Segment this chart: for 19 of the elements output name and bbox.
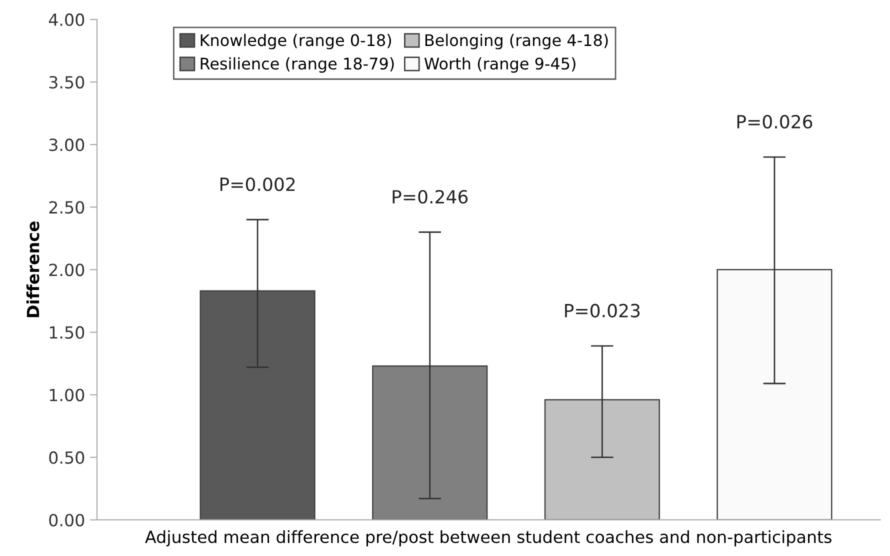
y-tick-label: 0.50: [49, 451, 84, 464]
y-axis-title: Difference: [26, 222, 40, 318]
annotation: P=0.023: [565, 304, 640, 318]
y-tick-label: 1.50: [50, 326, 84, 339]
annotation: P=0.246: [392, 190, 468, 204]
legend-label: Belonging (range 4-18): [425, 34, 608, 50]
y-tick-label: 1.00: [50, 388, 84, 402]
annotation: P=0.002: [220, 177, 295, 192]
legend-label: Resilience (range 18-79): [200, 57, 394, 73]
y-tick-label: 3.50: [49, 76, 84, 89]
annotation: P=0.026: [737, 114, 812, 129]
y-tick-label: 2.50: [49, 201, 84, 214]
y-tick-label: 2.00: [49, 264, 84, 276]
x-axis-title: Adjusted mean difference pre/post between student coaches and non-participants: [145, 530, 832, 546]
y-tick-label: 3.00: [49, 138, 84, 152]
legend-label: Worth (range 9-45): [424, 57, 576, 73]
legend-label: Knowledge (range 0-18): [200, 34, 391, 50]
y-tick-label: 0.00: [49, 514, 84, 526]
y-tick-label: 4.00: [48, 13, 84, 26]
